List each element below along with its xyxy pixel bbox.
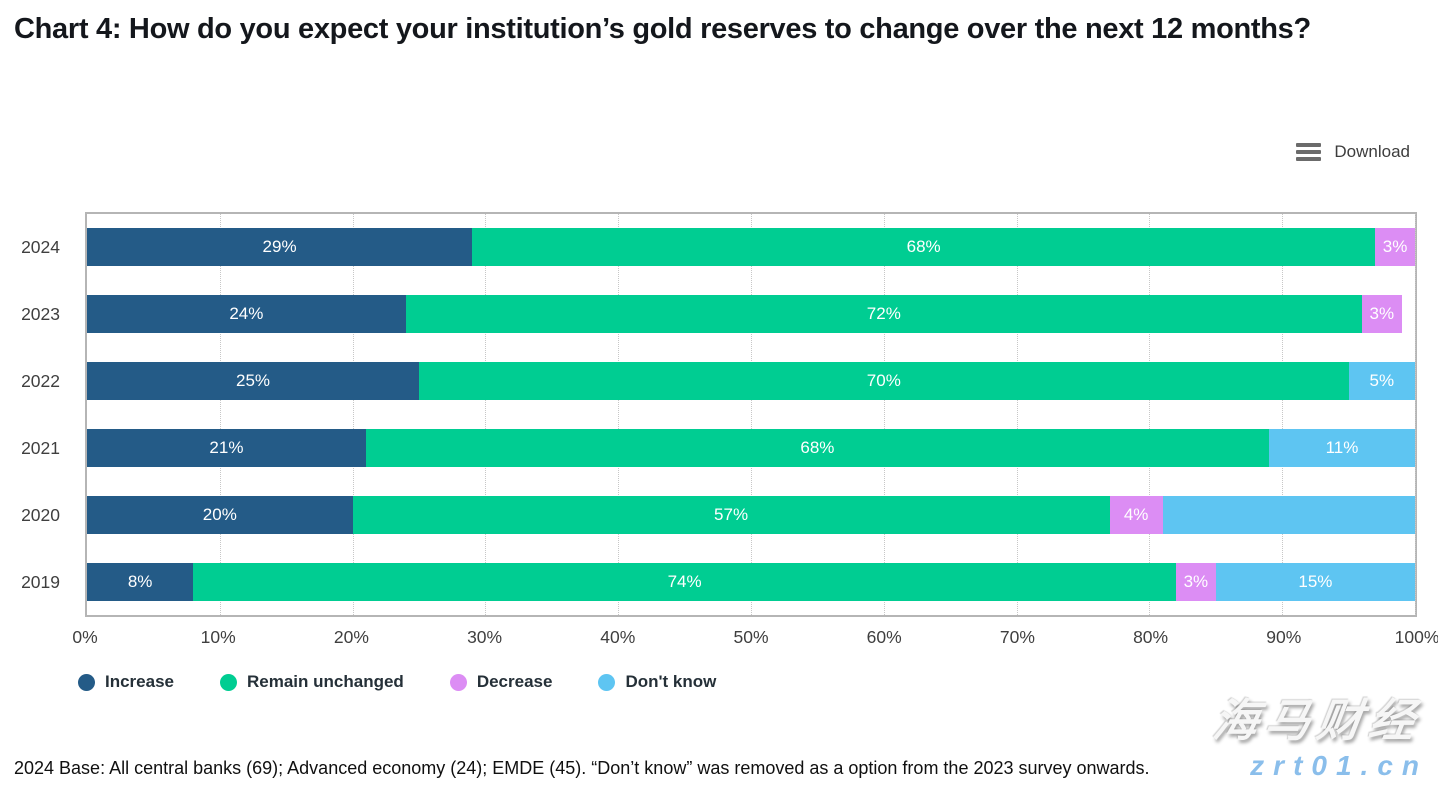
y-axis-label-2023: 2023 [21,304,60,324]
bar-value-label: 3% [1369,304,1395,323]
legend-item-don-t-know[interactable]: Don't know [598,672,716,692]
bar-value-label: 8% [127,572,153,591]
gridline [1149,214,1151,615]
bar-value-label: 5% [1369,371,1395,390]
legend-item-decrease[interactable]: Decrease [449,672,553,692]
legend-item-remain-unchanged[interactable]: Remain unchanged [220,672,404,692]
bar-segment-remain-unchanged-2023[interactable]: 72% [405,295,1362,333]
bar-segment-increase-2022[interactable]: 25% [87,362,419,400]
bar-row-2023: 24% 72% 3% [87,295,1415,333]
x-axis-tick: 10% [200,627,236,647]
legend-label: Don't know [625,672,717,691]
legend-label: Remain unchanged [247,672,404,691]
bar-value-label: 68% [800,438,835,457]
gridline [352,214,354,615]
bar-value-label: 68% [906,237,941,256]
x-axis-tick: 100% [1394,627,1438,647]
bar-row-2020: 20% 57% 4% [87,496,1415,534]
x-axis-tick: 0% [72,627,98,647]
bar-segment-don-t-know-2019[interactable]: 15% [1215,563,1415,601]
gridline [883,214,885,615]
chart-footnote: 2024 Base: All central banks (69); Advan… [14,758,1150,778]
bar-segment-don-t-know-2022[interactable]: 5% [1348,362,1415,400]
y-axis-label-2022: 2022 [21,371,60,391]
bar-value-label: 11% [1325,438,1359,457]
download-button[interactable]: Download [1296,142,1410,162]
bar-value-label: 4% [1123,505,1149,524]
legend-dot-icon [598,673,616,691]
x-axis-tick: 70% [999,627,1035,647]
bar-segment-increase-2021[interactable]: 21% [87,429,366,467]
bar-segment-increase-2024[interactable]: 29% [87,228,473,266]
gridline [1016,214,1018,615]
x-axis-tick: 20% [333,627,369,647]
bar-row-2024: 29% 68% 3% [87,228,1415,266]
watermark-brand: 海马财经 [1209,695,1426,746]
x-axis-tick: 40% [600,627,636,647]
y-axis-labels: 2024 2023 2022 2021 2020 2019 [0,212,85,617]
bar-value-label: 72% [866,304,901,323]
x-axis-tick: 60% [866,627,902,647]
bar-segment-decrease-2019[interactable]: 3% [1175,563,1216,601]
bar-row-2019: 8% 74% 3% 15% [87,563,1415,601]
bar-segment-remain-unchanged-2020[interactable]: 57% [352,496,1110,534]
legend: Increase Remain unchanged Decrease Don't kn… [78,672,716,692]
y-axis-label-2019: 2019 [21,572,60,592]
bar-segment-decrease-2024[interactable]: 3% [1375,228,1415,266]
y-axis-label-2021: 2021 [21,438,60,458]
y-axis-label-2024: 2024 [21,237,60,257]
gridline [1282,214,1284,615]
bar-value-label: 24% [229,304,264,323]
x-axis-tick: 90% [1266,627,1302,647]
bar-segment-remain-unchanged-2022[interactable]: 70% [419,362,1349,400]
bar-segment-decrease-2023[interactable]: 3% [1361,295,1402,333]
bar-segment-don-t-know-2021[interactable]: 11% [1268,429,1415,467]
legend-dot-icon [78,673,95,691]
bar-segment-increase-2023[interactable]: 24% [87,295,406,333]
x-axis-tick: 50% [733,627,769,647]
bar-segment-remain-unchanged-2019[interactable]: 74% [193,563,1176,601]
download-label: Download [1334,142,1410,161]
bar-row-2022: 25% 70% 5% [87,362,1415,400]
bar-value-label: 74% [667,572,702,591]
bar-value-label: 25% [235,371,271,390]
bar-value-label: 29% [262,237,297,256]
bar-segment-don-t-know-2020[interactable] [1162,496,1415,534]
gridline [751,214,752,615]
bar-value-label: 70% [866,371,901,390]
bar-segment-increase-2020[interactable]: 20% [87,496,353,534]
legend-label: Decrease [476,672,553,691]
bar-segment-remain-unchanged-2024[interactable]: 68% [472,228,1376,266]
legend-dot-icon [449,673,467,691]
hamburger-menu-icon[interactable] [1296,143,1322,161]
bar-value-label: 21% [209,438,244,457]
gridline [219,214,221,615]
y-axis-label-2020: 2020 [21,505,60,525]
gridline [485,214,487,615]
plot-area: 29% 68% 3% 24% 72% 3% 25% 70% 5% 21% 68% 11% 20% 57% 4… [85,212,1417,617]
bar-value-label: 3% [1183,572,1209,591]
legend-item-increase[interactable]: Increase [78,672,174,692]
bar-value-label: 15% [1298,572,1333,591]
bar-row-2021: 21% 68% 11% [87,429,1415,467]
bar-value-label: 57% [714,505,749,524]
x-axis-ticks: 0% 10% 20% 30% 40% 50% 60% 70% 80% 90% 100% [72,627,1438,651]
bar-segment-remain-unchanged-2021[interactable]: 68% [365,429,1269,467]
x-axis-tick: 30% [467,627,503,647]
bar-segment-increase-2019[interactable]: 8% [87,563,194,601]
bar-value-label: 20% [202,505,237,524]
legend-label: Increase [105,672,174,691]
gridline [1415,214,1416,615]
legend-dot-icon [220,673,237,691]
gridline [618,214,620,615]
bar-value-label: 3% [1382,237,1408,256]
bar-segment-decrease-2020[interactable]: 4% [1109,496,1163,534]
page-title: Chart 4: How do you expect your institut… [14,13,1311,45]
x-axis-tick: 80% [1133,627,1169,647]
